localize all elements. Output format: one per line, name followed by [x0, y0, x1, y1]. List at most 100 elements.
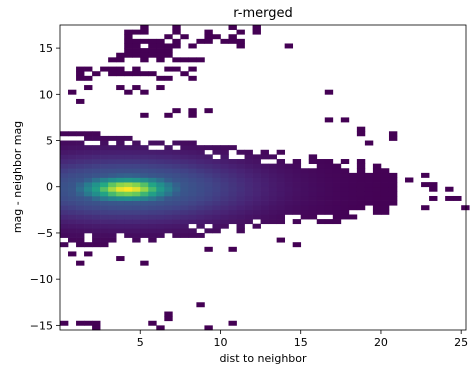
heatmap-cell [108, 57, 117, 63]
heatmap-cell [388, 191, 398, 197]
heatmap-cell [196, 219, 205, 225]
heatmap-cell [124, 135, 133, 141]
heatmap-cell [204, 154, 213, 160]
heatmap-cell [252, 177, 261, 183]
heatmap-cell [348, 177, 358, 183]
heatmap-cell [172, 149, 181, 155]
heatmap-cell [140, 209, 149, 215]
heatmap-cell [68, 182, 77, 188]
heatmap-cell [164, 34, 173, 40]
heatmap-cell [84, 186, 93, 192]
heatmap-cell [140, 186, 149, 192]
heatmap-cell [300, 168, 310, 174]
heatmap-cell [68, 200, 77, 206]
heatmap-cell [356, 177, 366, 183]
heatmap-cell [228, 191, 237, 197]
heatmap-cell [156, 57, 165, 63]
heatmap-cell [92, 172, 101, 178]
heatmap-cell [116, 135, 125, 141]
heatmap-cell [124, 43, 133, 49]
heatmap-cell [260, 186, 269, 192]
heatmap-cell [92, 168, 101, 174]
heatmap-cell [220, 214, 229, 220]
heatmap-cell [332, 191, 342, 197]
heatmap-cell [212, 182, 221, 188]
heatmap-cell [212, 219, 221, 225]
heatmap-cell [108, 168, 117, 174]
heatmap-cell [204, 182, 213, 188]
heatmap-cell [204, 205, 213, 211]
heatmap-cell [204, 228, 213, 234]
y-tick-label: 5 [46, 135, 53, 148]
heatmap-cell [204, 168, 213, 174]
heatmap-cell [388, 186, 398, 192]
heatmap-cell [364, 200, 374, 206]
heatmap-cell [284, 43, 294, 49]
heatmap-cell [84, 200, 93, 206]
heatmap-cell [180, 195, 189, 201]
heatmap-cell [421, 182, 430, 188]
heatmap-cell [236, 149, 245, 155]
heatmap-cell [68, 89, 77, 95]
heatmap-cell [140, 260, 149, 266]
heatmap-cell [60, 145, 69, 151]
heatmap-cell [116, 200, 125, 206]
heatmap-cell [124, 149, 133, 155]
heatmap-cell [316, 219, 326, 225]
heatmap-cell [196, 191, 205, 197]
heatmap-cell [156, 219, 165, 225]
heatmap-cell [116, 149, 125, 155]
heatmap-cell [148, 228, 157, 234]
heatmap-cell [228, 145, 237, 151]
heatmap-cell [220, 145, 229, 151]
heatmap-cell [300, 191, 310, 197]
heatmap-cell [60, 172, 69, 178]
heatmap-cell [164, 154, 173, 160]
heatmap-cell [276, 163, 286, 169]
heatmap-cell [156, 168, 165, 174]
heatmap-cell [92, 320, 101, 326]
heatmap-cell [196, 145, 205, 151]
heatmap-cell [308, 159, 318, 164]
heatmap-cell [172, 177, 181, 183]
heatmap-cell [140, 25, 149, 30]
heatmap-cell [156, 177, 165, 183]
heatmap-cell [164, 75, 173, 81]
heatmap-cell [188, 43, 197, 49]
heatmap-cell [116, 163, 125, 169]
heatmap-cell [332, 219, 342, 225]
heatmap-cell [268, 182, 277, 188]
heatmap-cell [108, 214, 117, 220]
heatmap-cell [124, 223, 133, 229]
heatmap-cell [172, 228, 181, 234]
heatmap-cell [364, 195, 374, 201]
heatmap-cell [340, 186, 350, 192]
heatmap-cell [292, 186, 302, 192]
heatmap-cell [220, 168, 229, 174]
heatmap-cell [356, 168, 366, 174]
heatmap-cell [84, 149, 93, 155]
heatmap-cell [132, 85, 141, 91]
heatmap-cell [316, 172, 326, 178]
heatmap-cell [372, 186, 382, 192]
heatmap-cell [300, 177, 310, 183]
heatmap-cell [252, 25, 261, 30]
heatmap-cell [388, 131, 398, 137]
heatmap-cell [92, 219, 101, 225]
heatmap-cell [228, 168, 237, 174]
heatmap-cell [292, 177, 302, 183]
heatmap-cell [172, 223, 181, 229]
heatmap-cell [116, 256, 125, 262]
heatmap-cell [244, 191, 253, 197]
heatmap-cell [324, 172, 334, 178]
heatmap-cell [92, 159, 101, 164]
heatmap-cell [324, 186, 334, 192]
heatmap-cell [340, 200, 350, 206]
heatmap-cell [148, 195, 157, 201]
heatmap-cell [156, 149, 165, 155]
heatmap-cell [68, 163, 77, 169]
heatmap-cell [164, 316, 173, 322]
heatmap-cell [60, 228, 69, 234]
heatmap-cell [148, 149, 157, 155]
heatmap-cell [156, 48, 165, 54]
